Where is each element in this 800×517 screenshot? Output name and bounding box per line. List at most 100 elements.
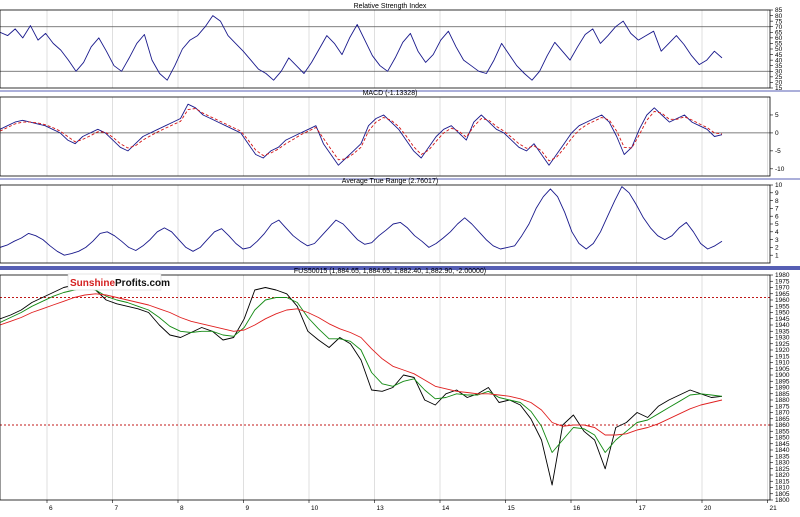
y-tick-label: 1910 (775, 360, 790, 367)
y-tick-label: 1905 (775, 366, 790, 373)
macd-line (0, 103, 723, 166)
y-tick-label: 1855 (775, 428, 790, 435)
y-tick-label: 1840 (775, 447, 790, 454)
grid-layer (0, 10, 770, 500)
y-tick-label: 9 (775, 190, 779, 197)
x-tick-label: 20 (704, 505, 712, 512)
macd-signal-line (0, 108, 723, 162)
y-tick-label: 1875 (775, 403, 790, 410)
logo-part-2: Profits.com (115, 278, 170, 289)
y-tick-label: 1960 (775, 297, 790, 304)
y-tick-label: 15 (775, 85, 783, 92)
y-tick-label: 20 (775, 80, 783, 87)
y-tick-label: 1845 (775, 441, 790, 448)
panel-frame (0, 184, 771, 264)
macd-title: MACD (-1.13328) (363, 90, 418, 97)
y-tick-label: 1955 (775, 303, 790, 310)
y-tick-label: 5 (775, 112, 779, 119)
x-tick-label: 13 (377, 505, 385, 512)
panel-frame (0, 9, 771, 89)
y-tick-label: 55 (775, 41, 783, 48)
y-tick-label: 1950 (775, 310, 790, 317)
y-tick-label: 1970 (775, 285, 790, 292)
y-tick-label: 1885 (775, 391, 790, 398)
y-tick-label: 1835 (775, 453, 790, 460)
atr-title: Average True Range (2.76017) (342, 178, 438, 185)
y-tick-label: 1820 (775, 472, 790, 479)
y-tick-label: 1810 (775, 485, 790, 492)
y-tick-label: 1925 (775, 341, 790, 348)
x-tick-label: 7 (115, 505, 119, 512)
y-tick-label: -5 (775, 148, 781, 155)
y-tick-label: 75 (775, 18, 783, 25)
y-tick-label: 1865 (775, 416, 790, 423)
x-tick-label: 14 (442, 505, 450, 512)
y-tick-label: 2 (775, 245, 779, 252)
y-tick-label: 1895 (775, 378, 790, 385)
y-tick-label: 1850 (775, 435, 790, 442)
sunshine-profits-logo: SunshineProfits.com (67, 273, 170, 291)
y-tick-label: 1890 (775, 385, 790, 392)
y-tick-label: 1870 (775, 410, 790, 417)
y-tick-label: 1805 (775, 491, 790, 498)
atr-line (0, 186, 723, 256)
y-tick-label: 1880 (775, 397, 790, 404)
y-tick-label: -10 (775, 166, 785, 173)
price-line (0, 282, 723, 486)
y-tick-label: 45 (775, 52, 783, 59)
y-tick-label: 30 (775, 68, 783, 75)
panel-frame (0, 274, 771, 501)
y-tick-label: 70 (775, 24, 783, 31)
y-tick-label: 8 (775, 198, 779, 205)
y-tick-label: 0 (775, 130, 779, 137)
y-tick-label: 10 (775, 182, 783, 189)
y-tick-label: 1945 (775, 316, 790, 323)
y-tick-label: 65 (775, 29, 783, 36)
frame-layer: 85807570656055504540353025201550-5-10109… (0, 7, 800, 512)
y-tick-label: 40 (775, 57, 783, 64)
svg-text:SunshineProfits.com: SunshineProfits.com (70, 278, 170, 289)
y-tick-label: 80 (775, 13, 783, 20)
y-tick-label: 4 (775, 229, 779, 236)
x-tick-label: 6 (49, 505, 53, 512)
y-tick-label: 6 (775, 213, 779, 220)
logo-part-1: Sunshine (70, 278, 115, 289)
y-tick-label: 1825 (775, 466, 790, 473)
y-tick-label: 1815 (775, 478, 790, 485)
x-tick-label: 15 (508, 505, 516, 512)
y-tick-label: 1980 (775, 272, 790, 279)
x-tick-label: 9 (246, 505, 250, 512)
x-tick-label: 8 (180, 505, 184, 512)
y-tick-label: 1860 (775, 422, 790, 429)
y-tick-label: 1940 (775, 322, 790, 329)
y-tick-label: 1 (775, 252, 779, 259)
series-layer (0, 15, 723, 486)
x-tick-label: 17 (639, 505, 647, 512)
y-tick-label: 60 (775, 35, 783, 42)
y-tick-label: 1800 (775, 497, 790, 504)
y-tick-label: 7 (775, 206, 779, 213)
y-tick-label: 1900 (775, 372, 790, 379)
price-title: FUS50015 (1,884.65, 1,884.65, 1,882.40, … (294, 268, 486, 275)
y-tick-label: 1915 (775, 353, 790, 360)
y-tick-label: 50 (775, 46, 783, 53)
x-tick-label: 16 (573, 505, 581, 512)
y-tick-label: 3 (775, 237, 779, 244)
y-tick-label: 1975 (775, 278, 790, 285)
y-tick-label: 35 (775, 63, 783, 70)
panel-frame (0, 96, 771, 177)
y-tick-label: 1930 (775, 335, 790, 342)
y-tick-label: 85 (775, 7, 783, 14)
y-tick-label: 1935 (775, 328, 790, 335)
y-tick-label: 1830 (775, 460, 790, 467)
y-tick-label: 25 (775, 74, 783, 81)
moving-average-slow (0, 293, 723, 436)
moving-average-fast (0, 287, 723, 453)
x-tick-label: 10 (311, 505, 319, 512)
y-tick-label: 1920 (775, 347, 790, 354)
rsi-title: Relative Strength Index (354, 3, 427, 10)
rsi-line (0, 15, 723, 81)
y-tick-label: 1965 (775, 291, 790, 298)
